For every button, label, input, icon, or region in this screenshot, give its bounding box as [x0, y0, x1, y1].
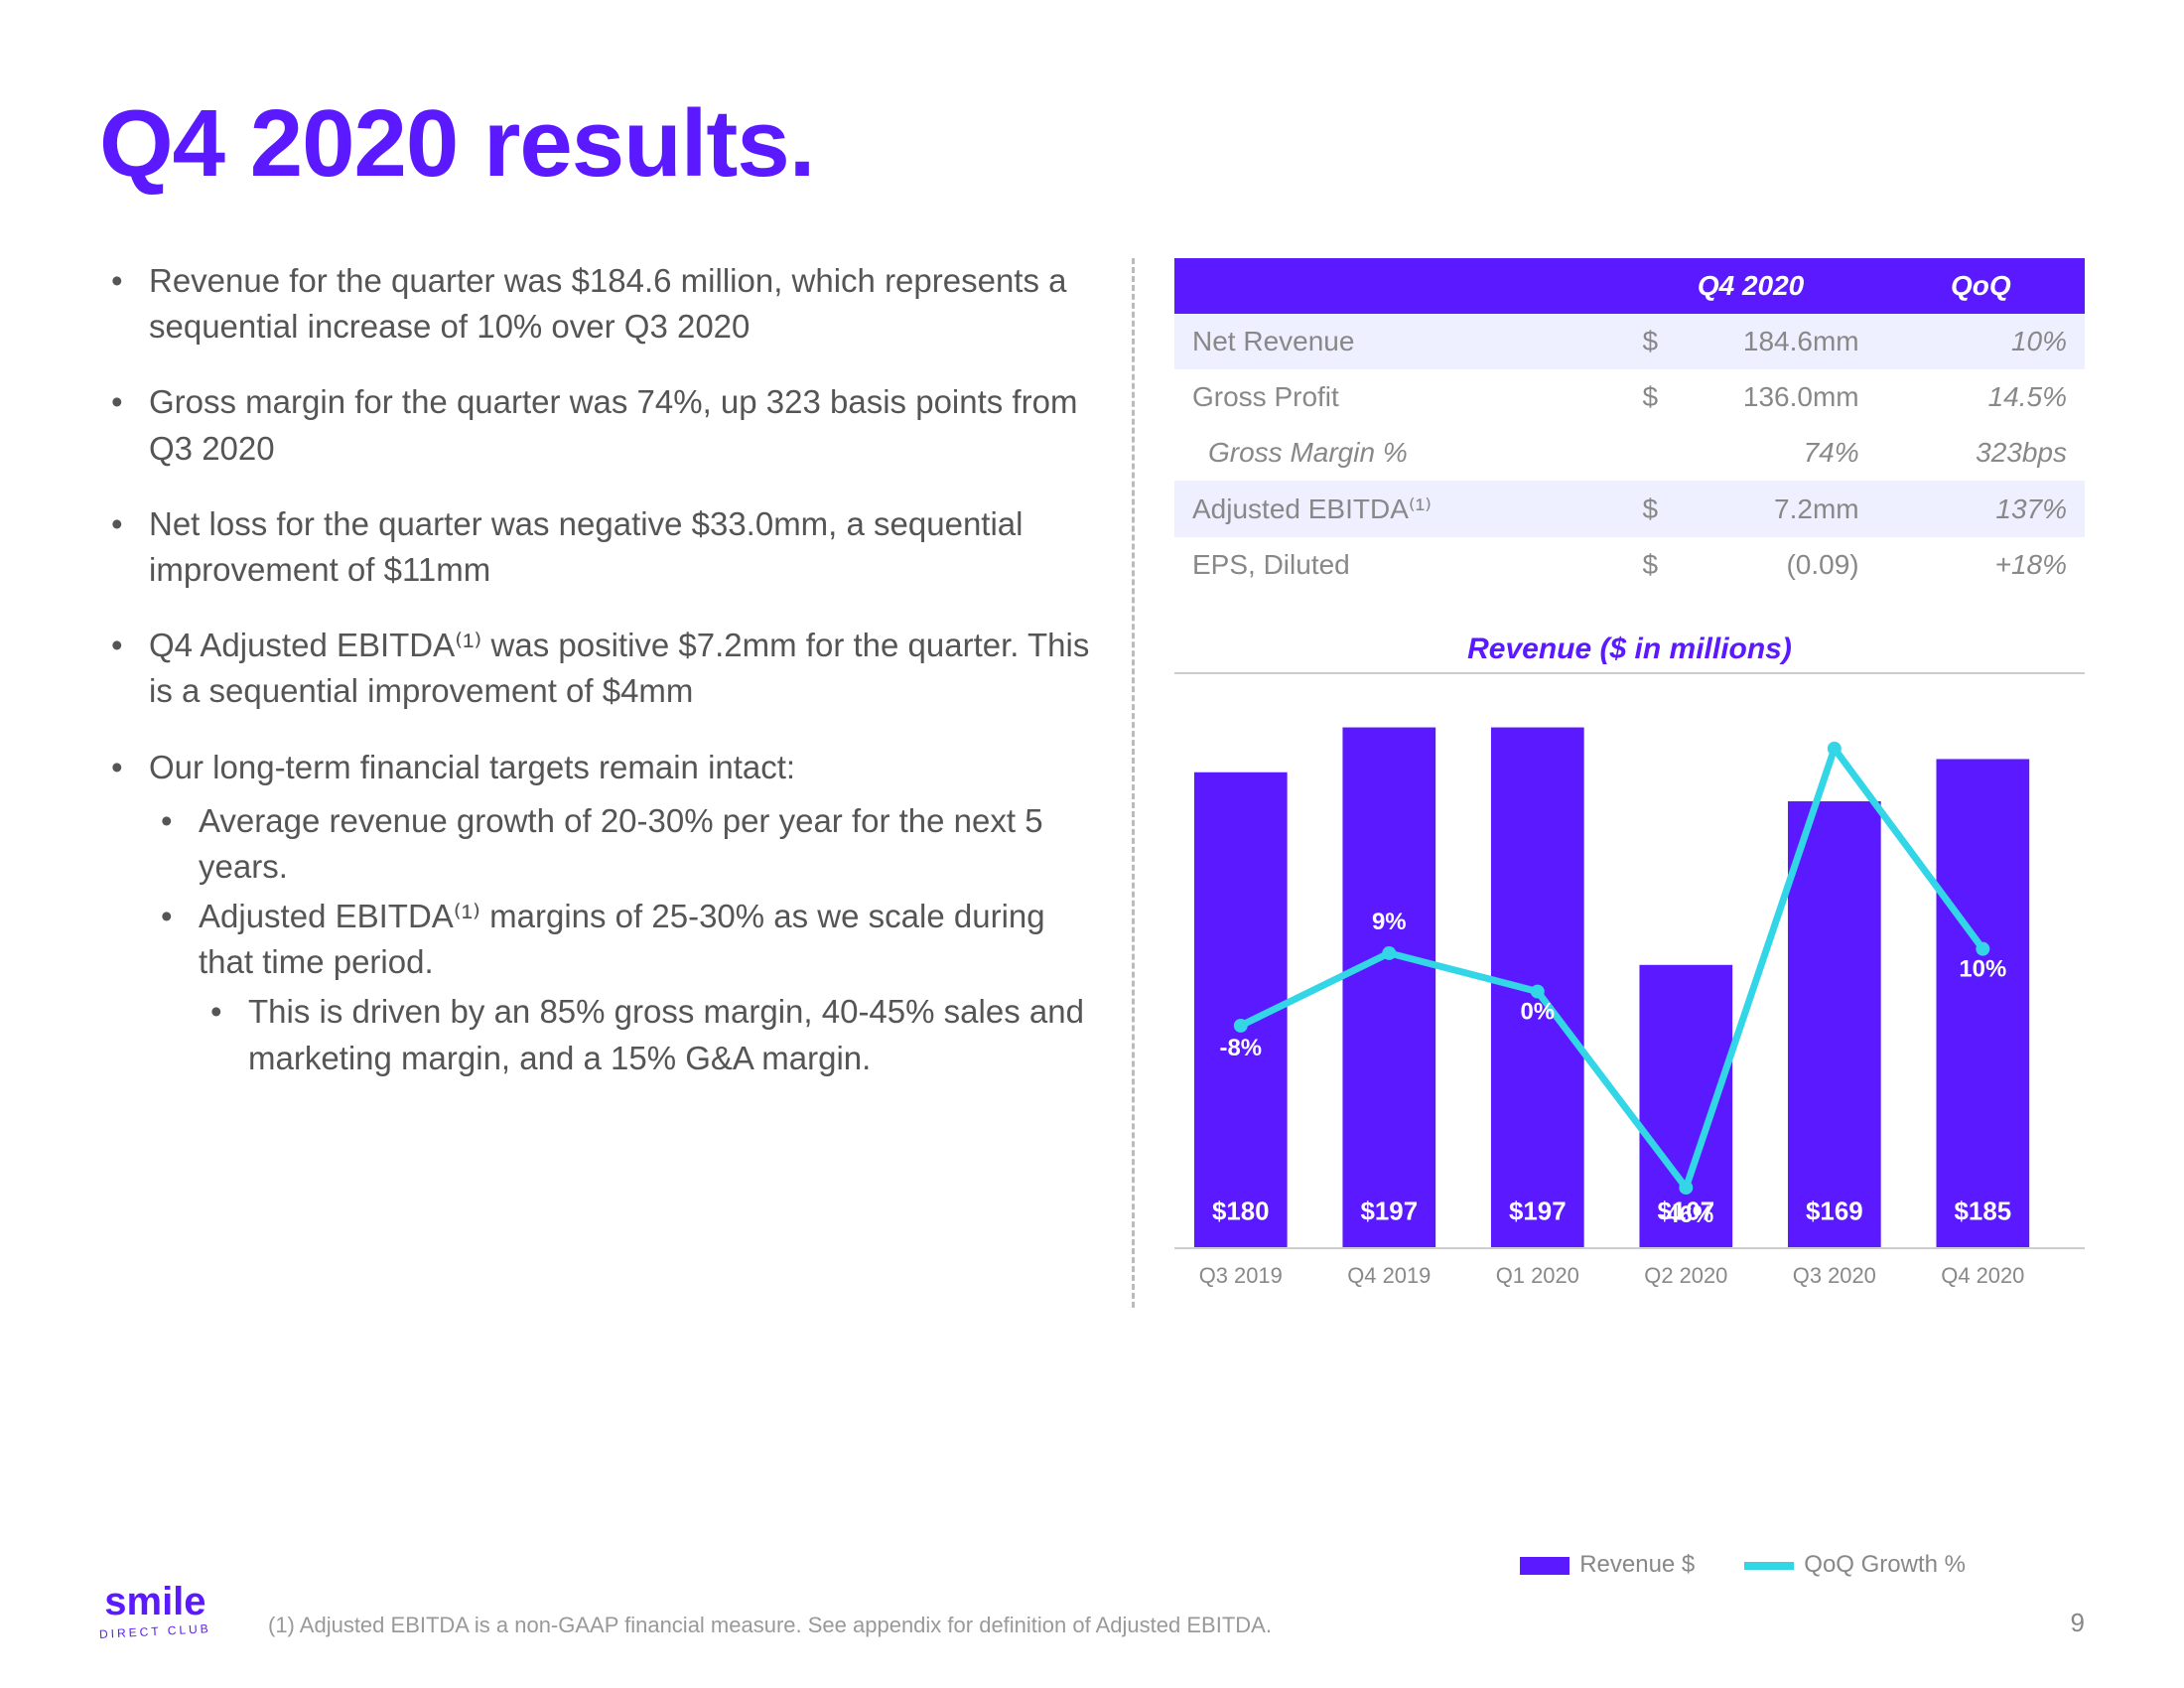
qoq-cell: +18% [1877, 537, 2085, 593]
logo-text: smile [104, 1580, 205, 1624]
line-point [1531, 985, 1545, 999]
sub-list: Average revenue growth of 20-30% per yea… [149, 798, 1092, 1081]
bar-label: $180 [1212, 1197, 1270, 1225]
x-axis-label: Q2 2020 [1644, 1263, 1727, 1288]
bullet-list: Revenue for the quarter was $184.6 milli… [99, 258, 1092, 1081]
bullet-item: Revenue for the quarter was $184.6 milli… [99, 258, 1092, 350]
line-point [1679, 1181, 1693, 1195]
right-column: Q4 2020 QoQ Net Revenue$184.6mm10%Gross … [1132, 258, 2085, 1308]
swatch-bar-icon [1520, 1557, 1570, 1575]
bar [1342, 728, 1435, 1248]
bullet-text: Our long-term financial targets remain i… [149, 749, 795, 785]
table-row: EPS, Diluted$(0.09)+18% [1174, 537, 2085, 593]
line-point [1382, 946, 1396, 960]
qoq-cell: 323bps [1877, 425, 2085, 481]
footnote: (1) Adjusted EBITDA is a non-GAAP financ… [268, 1613, 1272, 1638]
line-point [1976, 942, 1989, 956]
line-label: -46% [1658, 1201, 1713, 1228]
bullet-item: Our long-term financial targets remain i… [99, 745, 1092, 1081]
sub-sub-list: This is driven by an 85% gross margin, 4… [199, 989, 1092, 1080]
chart-legend: Revenue $ QoQ Growth % [1520, 1551, 1966, 1579]
qoq-cell: 10% [1877, 314, 2085, 369]
line-point [1234, 1019, 1248, 1033]
page-title: Q4 2020 results. [99, 89, 2085, 199]
qoq-cell: 14.5% [1877, 369, 2085, 425]
legend-item-qoq: QoQ Growth % [1744, 1551, 1966, 1579]
bullet-item: Q4 Adjusted EBITDA⁽¹⁾ was positive $7.2m… [99, 623, 1092, 714]
value-cell: 184.6mm [1658, 314, 1877, 369]
page-number: 9 [2071, 1608, 2085, 1638]
legend-label: Revenue $ [1579, 1551, 1695, 1578]
table-row: Net Revenue$184.6mm10% [1174, 314, 2085, 369]
currency-cell: $ [1624, 314, 1658, 369]
x-axis-label: Q3 2019 [1199, 1263, 1283, 1288]
sub-bullet-item: Adjusted EBITDA⁽¹⁾ margins of 25-30% as … [149, 894, 1092, 1081]
metric-cell: Adjusted EBITDA⁽¹⁾ [1174, 481, 1624, 537]
value-cell: 7.2mm [1658, 481, 1877, 537]
currency-cell: $ [1624, 537, 1658, 593]
table-header-blank [1174, 258, 1624, 314]
sub-bullet-item: Average revenue growth of 20-30% per yea… [149, 798, 1092, 890]
metric-cell: Gross Margin % [1174, 425, 1624, 481]
swatch-line-icon [1744, 1562, 1794, 1570]
revenue-chart: $180$197$197$107$169$185-8%9%0%-46%57%10… [1174, 692, 2085, 1308]
x-axis-label: Q4 2020 [1941, 1263, 2024, 1288]
currency-cell: $ [1624, 369, 1658, 425]
x-axis-label: Q4 2019 [1347, 1263, 1431, 1288]
line-label: 9% [1372, 909, 1407, 935]
legend-label: QoQ Growth % [1804, 1551, 1966, 1578]
chart-title: Revenue ($ in millions) [1174, 633, 2085, 674]
line-label: 0% [1521, 998, 1556, 1025]
logo: smile DIRECT CLUB [99, 1580, 211, 1638]
bar [1788, 801, 1881, 1247]
bar-label: $197 [1509, 1197, 1567, 1225]
metric-cell: Net Revenue [1174, 314, 1624, 369]
line-label: -8% [1220, 1035, 1263, 1061]
metric-cell: Gross Profit [1174, 369, 1624, 425]
financial-table: Q4 2020 QoQ Net Revenue$184.6mm10%Gross … [1174, 258, 2085, 593]
line-label: 57% [1811, 704, 1858, 731]
line-label: 10% [1959, 956, 2006, 983]
value-cell: 136.0mm [1658, 369, 1877, 425]
footer: smile DIRECT CLUB (1) Adjusted EBITDA is… [99, 1580, 2085, 1638]
currency-cell [1624, 425, 1658, 481]
logo-subtext: DIRECT CLUB [99, 1621, 211, 1641]
bar-label: $197 [1360, 1197, 1418, 1225]
value-cell: 74% [1658, 425, 1877, 481]
x-axis-label: Q1 2020 [1496, 1263, 1579, 1288]
table-row: Adjusted EBITDA⁽¹⁾$7.2mm137% [1174, 481, 2085, 537]
bullet-item: Net loss for the quarter was negative $3… [99, 501, 1092, 593]
bar [1936, 759, 2029, 1247]
legend-item-revenue: Revenue $ [1520, 1551, 1695, 1579]
line-point [1828, 742, 1842, 756]
x-axis-label: Q3 2020 [1793, 1263, 1876, 1288]
qoq-cell: 137% [1877, 481, 2085, 537]
value-cell: (0.09) [1658, 537, 1877, 593]
bar-label: $169 [1806, 1197, 1863, 1225]
metric-cell: EPS, Diluted [1174, 537, 1624, 593]
left-column: Revenue for the quarter was $184.6 milli… [99, 258, 1092, 1308]
bar-label: $185 [1955, 1197, 2012, 1225]
currency-cell: $ [1624, 481, 1658, 537]
table-row: Gross Profit$136.0mm14.5% [1174, 369, 2085, 425]
sub-sub-bullet-item: This is driven by an 85% gross margin, 4… [199, 989, 1092, 1080]
content-row: Revenue for the quarter was $184.6 milli… [99, 258, 2085, 1308]
table-header-qoq: QoQ [1877, 258, 2085, 314]
bullet-item: Gross margin for the quarter was 74%, up… [99, 379, 1092, 471]
table-header-q4: Q4 2020 [1624, 258, 1876, 314]
table-row: Gross Margin % 74%323bps [1174, 425, 2085, 481]
chart-area: $180$197$197$107$169$185-8%9%0%-46%57%10… [1174, 692, 2085, 1308]
sub-bullet-text: Adjusted EBITDA⁽¹⁾ margins of 25-30% as … [199, 898, 1045, 980]
